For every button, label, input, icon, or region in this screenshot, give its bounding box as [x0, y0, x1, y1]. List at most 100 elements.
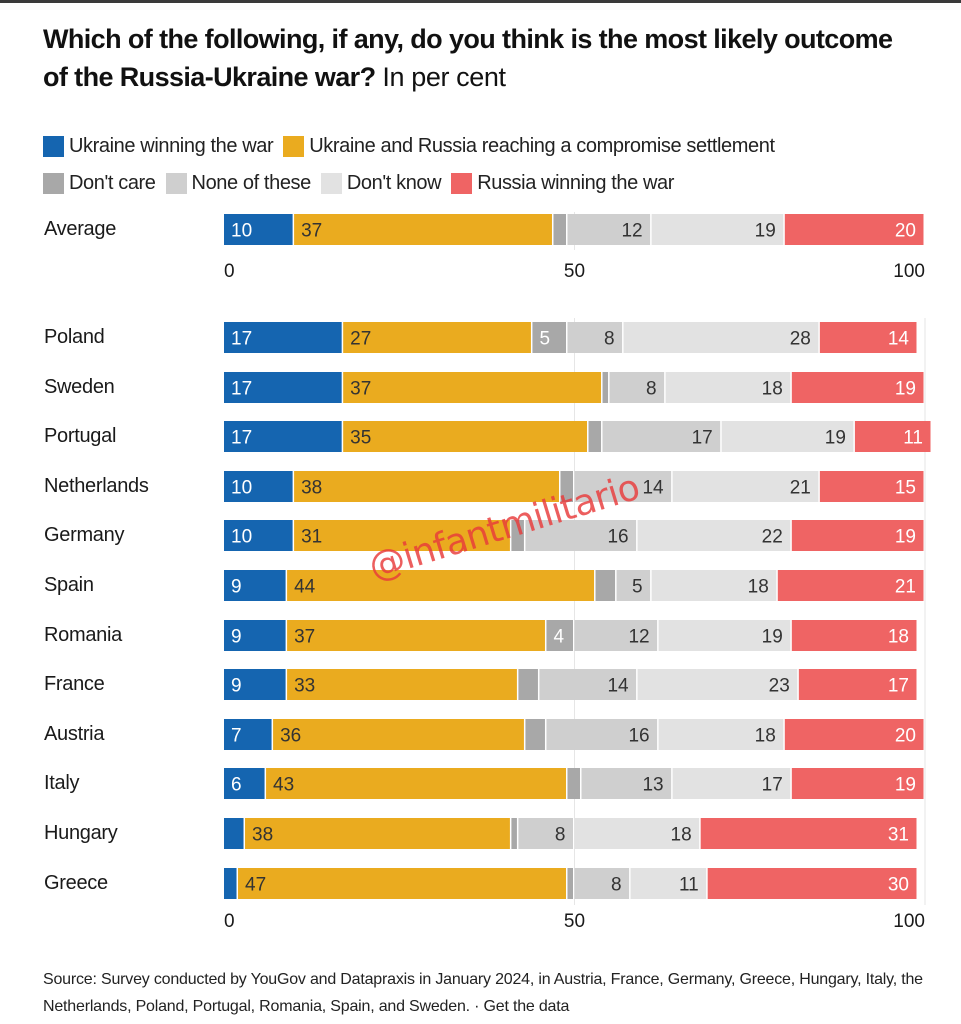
bar-segment-netherlands-russia-winning-the-war — [819, 471, 924, 502]
bar-segment-poland-ukraine-and-russia-reaching-a-compromise-settlement — [343, 322, 531, 353]
bar-segment-germany-don-t-know — [637, 520, 791, 551]
bar-segment-greece-ukraine-winning-the-war — [224, 868, 237, 899]
data-label-netherlands-russia-winning-the-war: 15 — [895, 478, 916, 499]
bar-segment-sweden-russia-winning-the-war — [791, 372, 924, 403]
bar-segment-spain-none-of-these — [616, 570, 651, 601]
bar-segment-france-russia-winning-the-war — [798, 669, 917, 700]
bar-segment-average-ukraine-and-russia-reaching-a-compromise-settlement — [294, 214, 552, 245]
bar-segment-hungary-none-of-these — [518, 818, 573, 849]
data-label-italy-ukraine-and-russia-reaching-a-compromise-settlement: 43 — [273, 775, 294, 796]
bar-segment-germany-don-t-care — [511, 520, 524, 551]
data-label-average-none-of-these: 12 — [621, 221, 642, 242]
bar-segment-hungary-don-t-care — [511, 818, 517, 849]
data-label-france-don-t-know: 23 — [769, 676, 790, 697]
bar-segment-greece-russia-winning-the-war — [707, 868, 917, 899]
row-label-romania: Romania — [44, 624, 122, 646]
data-label-romania-don-t-care: 4 — [553, 627, 564, 648]
row-label-hungary: Hungary — [44, 822, 118, 844]
data-label-germany-none-of-these: 16 — [607, 527, 628, 548]
data-label-portugal-ukraine-winning-the-war: 17 — [231, 428, 252, 449]
average-axis-tick-50: 50 — [564, 261, 585, 282]
data-label-average-ukraine-and-russia-reaching-a-compromise-settlement: 37 — [301, 221, 322, 242]
data-label-poland-ukraine-winning-the-war: 17 — [231, 329, 252, 350]
data-label-austria-don-t-know: 18 — [755, 726, 776, 747]
legend-row-1: Ukraine winning the war Ukraine and Russ… — [43, 128, 943, 165]
data-label-spain-don-t-know: 18 — [748, 577, 769, 598]
source-note: Source: Survey conducted by YouGov and D… — [43, 971, 923, 1015]
bar-segment-france-don-t-know — [637, 669, 798, 700]
bar-segment-austria-russia-winning-the-war — [784, 719, 924, 750]
bar-segment-france-ukraine-and-russia-reaching-a-compromise-settlement — [287, 669, 517, 700]
chart-title-bold: Which of the following, if any, do you t… — [43, 24, 893, 92]
data-label-italy-ukraine-winning-the-war: 6 — [231, 775, 242, 796]
data-label-spain-ukraine-winning-the-war: 9 — [231, 577, 242, 598]
data-label-germany-russia-winning-the-war: 19 — [895, 527, 916, 548]
legend-label-dont-care: Don't care — [69, 172, 156, 194]
data-label-poland-none-of-these: 8 — [604, 329, 615, 350]
legend-label-ukraine-winning: Ukraine winning the war — [69, 135, 274, 157]
legend-item-dont-know: Don't know — [320, 172, 442, 195]
bar-segment-italy-don-t-know — [672, 768, 791, 799]
data-label-average-russia-winning-the-war: 20 — [895, 221, 916, 242]
legend-label-none-of-these: None of these — [191, 172, 312, 194]
data-label-sweden-ukraine-winning-the-war: 17 — [231, 379, 252, 400]
bar-segment-netherlands-ukraine-winning-the-war — [224, 471, 293, 502]
bar-segment-sweden-none-of-these — [609, 372, 665, 403]
legend-swatch-dont-know — [320, 173, 342, 194]
bar-segment-sweden-don-t-know — [665, 372, 791, 403]
bar-segment-germany-none-of-these — [525, 520, 637, 551]
data-label-greece-russia-winning-the-war: 30 — [888, 875, 909, 896]
bar-segment-netherlands-don-t-care — [560, 471, 573, 502]
bar-segment-greece-ukraine-and-russia-reaching-a-compromise-settlement — [238, 868, 566, 899]
data-label-poland-don-t-care: 5 — [539, 329, 550, 350]
bar-segment-spain-russia-winning-the-war — [777, 570, 924, 601]
row-label-austria: Austria — [44, 723, 105, 745]
data-label-romania-ukraine-winning-the-war: 9 — [231, 627, 242, 648]
data-label-italy-don-t-know: 17 — [762, 775, 783, 796]
x-axis-tick-50: 50 — [564, 911, 585, 932]
bar-segment-average-ukraine-winning-the-war — [224, 214, 293, 245]
bar-segment-romania-ukraine-winning-the-war — [224, 620, 286, 651]
legend-label-russia-winning: Russia winning the war — [477, 172, 675, 194]
data-label-france-none-of-these: 14 — [607, 676, 629, 697]
legend-item-compromise: Ukraine and Russia reaching a compromise… — [283, 135, 775, 158]
data-label-greece-none-of-these: 8 — [611, 875, 622, 896]
data-label-portugal-russia-winning-the-war: 11 — [903, 428, 923, 449]
data-label-average-ukraine-winning-the-war: 10 — [231, 221, 252, 242]
bar-segment-spain-ukraine-winning-the-war — [224, 570, 286, 601]
bar-segment-poland-russia-winning-the-war — [819, 322, 917, 353]
data-label-portugal-ukraine-and-russia-reaching-a-compromise-settlement: 35 — [350, 428, 371, 449]
legend-item-russia-winning: Russia winning the war — [451, 172, 674, 195]
data-label-france-ukraine-and-russia-reaching-a-compromise-settlement: 33 — [294, 676, 315, 697]
data-label-france-russia-winning-the-war: 17 — [888, 676, 909, 697]
data-label-austria-russia-winning-the-war: 20 — [895, 726, 916, 747]
data-label-average-don-t-know: 19 — [755, 221, 776, 242]
bar-segment-germany-russia-winning-the-war — [791, 520, 924, 551]
bar-segment-italy-russia-winning-the-war — [791, 768, 924, 799]
data-label-germany-ukraine-winning-the-war: 10 — [231, 527, 252, 548]
bar-segment-hungary-don-t-know — [574, 818, 700, 849]
data-label-spain-ukraine-and-russia-reaching-a-compromise-settlement: 44 — [294, 577, 316, 598]
x-axis-tick-0: 0 — [224, 911, 235, 932]
data-label-germany-don-t-know: 22 — [762, 527, 783, 548]
legend-item-none-of-these: None of these — [165, 172, 312, 195]
row-label-italy: Italy — [44, 772, 80, 794]
bar-segment-average-russia-winning-the-war — [784, 214, 924, 245]
bar-segment-romania-don-t-care — [546, 620, 573, 651]
data-label-austria-none-of-these: 16 — [628, 726, 649, 747]
top-border — [0, 0, 961, 3]
bar-segment-average-don-t-know — [651, 214, 784, 245]
row-label-average: Average — [44, 218, 117, 240]
data-label-romania-ukraine-and-russia-reaching-a-compromise-settlement: 37 — [294, 627, 315, 648]
bar-segment-greece-don-t-care — [567, 868, 573, 899]
data-label-austria-ukraine-and-russia-reaching-a-compromise-settlement: 36 — [280, 726, 301, 747]
bar-segment-austria-ukraine-winning-the-war — [224, 719, 272, 750]
legend-item-ukraine-winning: Ukraine winning the war — [43, 135, 274, 158]
legend-swatch-compromise — [283, 136, 305, 157]
row-label-sweden: Sweden — [44, 376, 115, 398]
bar-segment-italy-ukraine-and-russia-reaching-a-compromise-settlement — [266, 768, 566, 799]
chart-title: Which of the following, if any, do you t… — [43, 20, 923, 96]
data-label-sweden-ukraine-and-russia-reaching-a-compromise-settlement: 37 — [350, 379, 371, 400]
bar-segment-romania-russia-winning-the-war — [791, 620, 917, 651]
